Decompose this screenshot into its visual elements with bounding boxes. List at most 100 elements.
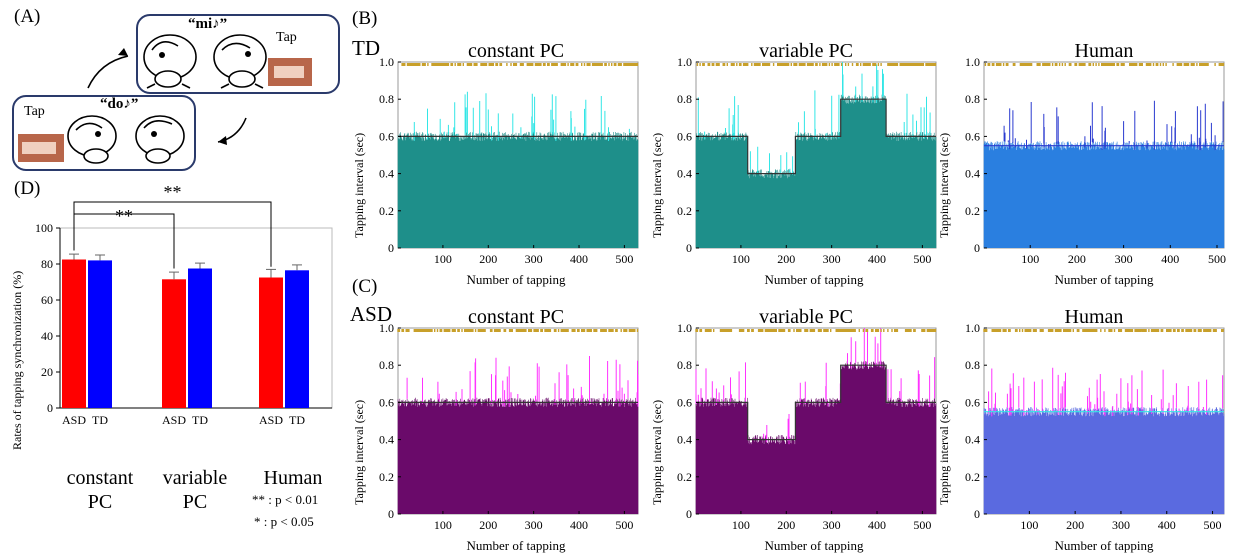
ytick-label-0: 0 (974, 507, 980, 521)
d-group-label-variable: variable PC (150, 466, 240, 514)
ytick-label-0: 0 (388, 241, 394, 255)
xtick-label-400: 400 (570, 518, 588, 532)
sig-label-constant-human: ** (164, 182, 182, 202)
xlabel-b-variable: Number of tapping (764, 272, 864, 287)
chart-b-human: 0 0.2 0.4 0.6 0.8 1.0 100 200 300 400 500 (965, 56, 1226, 266)
d-group-label-constant: constant PC (55, 466, 145, 514)
xlabel-variable-pc-td: TD (192, 413, 208, 426)
xtick-label-200: 200 (1066, 518, 1084, 532)
d-ytick-label-80: 80 (41, 257, 53, 271)
panel-label-c: (C) (352, 276, 378, 297)
ytick-label-0.2: 0.2 (379, 470, 394, 484)
bar-human-asd (259, 277, 283, 408)
sync-markers (984, 63, 1225, 66)
ytick-label-0.6: 0.6 (965, 129, 980, 143)
xlabel-constant-pc-td: TD (92, 413, 108, 426)
sig-bracket-constant-human (73, 201, 272, 267)
ytick-label-0.4: 0.4 (379, 167, 394, 181)
arrow-down-head-icon (218, 136, 227, 145)
group-label-asd: ASD (350, 302, 393, 326)
xtick-label-300: 300 (525, 518, 543, 532)
xtick-label-100: 100 (1021, 252, 1039, 266)
xtick-label-400: 400 (868, 518, 886, 532)
xlabel-variable-pc-asd: ASD (162, 413, 186, 426)
xtick-label-400: 400 (570, 252, 588, 266)
title-c-constant: constant PC (467, 306, 565, 328)
title-b-constant: constant PC (467, 40, 565, 62)
chart-b-constant: 0 0.2 0.4 0.6 0.8 1.0 100 200 300 400 500 (379, 56, 639, 266)
xtick-label-100: 100 (732, 518, 750, 532)
tapping-spikes (697, 62, 931, 175)
arrow-up-icon (87, 55, 129, 89)
ytick-label-0.4: 0.4 (677, 433, 692, 447)
sync-markers (695, 329, 937, 332)
xtick-label-500: 500 (1204, 518, 1222, 532)
ytick-label-0: 0 (686, 241, 692, 255)
xlabel-constant-pc-asd: ASD (62, 413, 86, 426)
xtick-label-400: 400 (1161, 252, 1179, 266)
legend-p005: * : p < 0.05 (254, 514, 314, 529)
ylabel-c-variable: Tapping interval (sec) (650, 399, 664, 505)
xtick-label-100: 100 (1020, 518, 1038, 532)
ytick-label-0.6: 0.6 (379, 129, 394, 143)
xtick-label-200: 200 (479, 252, 497, 266)
tap-label-bottom: Tap (24, 104, 45, 119)
tapping-intervals (983, 141, 1225, 248)
sync-markers (401, 63, 639, 66)
xlabel-human-td: TD (289, 413, 305, 426)
ytick-label-0.6: 0.6 (965, 395, 980, 409)
xlabel-b-human: Number of tapping (1054, 272, 1154, 287)
ytick-label-1.0: 1.0 (677, 322, 692, 335)
d-group-label-constant-line2: PC (87, 491, 113, 513)
d-group-label-variable-line2: PC (182, 491, 208, 513)
d-ytick-label-60: 60 (41, 293, 53, 307)
chart-c-variable: 0 0.2 0.4 0.6 0.8 1.0 100 200 300 400 500 (677, 322, 937, 532)
ytick-label-0.2: 0.2 (965, 470, 980, 484)
ytick-label-0.6: 0.6 (379, 395, 394, 409)
ytick-label-1.0: 1.0 (379, 322, 394, 335)
d-group-label-constant-line1: constant (66, 467, 134, 489)
ytick-label-0.8: 0.8 (677, 358, 692, 372)
character-top-left-icon (143, 34, 197, 89)
utterance-do: “do♪” (100, 96, 139, 112)
ytick-label-0.2: 0.2 (379, 204, 394, 218)
xlabel-b-constant: Number of tapping (466, 272, 566, 287)
stimulus-interval-line (696, 364, 936, 441)
ytick-label-0: 0 (388, 507, 394, 521)
d-group-label-variable-line1: variable (162, 467, 228, 489)
tapping-spikes (406, 356, 639, 407)
xtick-label-300: 300 (823, 252, 841, 266)
title-b-variable: variable PC (759, 40, 853, 62)
xtick-label-200: 200 (777, 252, 795, 266)
xtick-label-300: 300 (1115, 252, 1133, 266)
sig-bracket-constant-variable (73, 213, 175, 269)
xlabel-c-constant: Number of tapping (466, 538, 566, 553)
tapping-intervals (397, 131, 639, 248)
d-group-label-human-line1: Human (263, 467, 323, 489)
ylabel-b-variable: Tapping interval (sec) (650, 132, 664, 238)
xtick-label-400: 400 (868, 252, 886, 266)
panel-label-d: (D) (14, 178, 41, 199)
arrow-up-head-icon (118, 48, 128, 56)
xtick-label-300: 300 (823, 518, 841, 532)
d-ytick-label-100: 100 (35, 221, 53, 235)
tapping-intervals (695, 360, 937, 514)
sig-label-constant-variable: ** (115, 206, 133, 226)
ylabel-b-constant: Tapping interval (sec) (352, 132, 366, 238)
ytick-label-0.4: 0.4 (379, 433, 394, 447)
title-c-variable: variable PC (759, 306, 853, 328)
bar-variable-pc-td (188, 268, 212, 408)
xtick-label-500: 500 (1208, 252, 1226, 266)
character-bottom-right-icon (135, 115, 185, 164)
chart-c-human: 0 0.2 0.4 0.6 0.8 1.0 100 200 300 400 500 (965, 322, 1225, 532)
xtick-label-400: 400 (1158, 518, 1176, 532)
ytick-label-0: 0 (686, 507, 692, 521)
ytick-label-1.0: 1.0 (677, 56, 692, 69)
bar-human-td (285, 270, 309, 408)
tap-label-top: Tap (276, 30, 297, 45)
xlabel-human-asd: ASD (259, 413, 283, 426)
ytick-label-0.2: 0.2 (965, 204, 980, 218)
xtick-label-500: 500 (913, 518, 931, 532)
xlabel-c-variable: Number of tapping (764, 538, 864, 553)
xtick-label-200: 200 (479, 518, 497, 532)
